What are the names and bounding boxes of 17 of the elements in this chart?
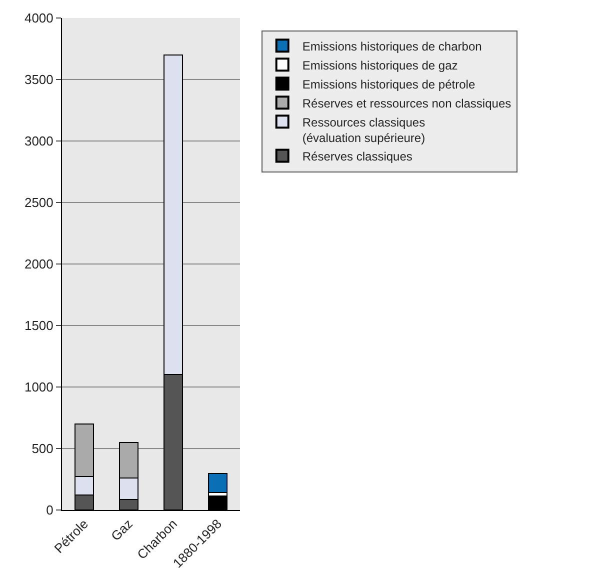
y-tick-label: 3500	[24, 72, 54, 88]
bar	[208, 472, 228, 493]
x-tick-label: Gaz	[108, 516, 136, 544]
y-tick-label: 0	[46, 502, 54, 518]
y-tick-label: 4000	[24, 10, 54, 26]
y-tick-label: 2000	[24, 256, 54, 272]
y-tick-label: 500	[32, 441, 54, 456]
legend-label: Emissions historiques de pétrole	[302, 77, 476, 92]
legend-label: Emissions historiques de charbon	[302, 39, 482, 54]
legend-label: Réserves et ressources non classiques	[302, 96, 512, 110]
legend-label: Ressources classiques (évaluation supérieure)	[302, 115, 426, 145]
y-tick-label: 1000	[24, 380, 54, 395]
legend-label: Emissions historiques de gaz	[302, 58, 458, 72]
y-tick-label: 1500	[24, 318, 54, 334]
y-tick-label: 2500	[24, 195, 54, 210]
legend-label: Réserves classiques	[302, 150, 412, 164]
y-tick-label: 3000	[24, 134, 54, 149]
